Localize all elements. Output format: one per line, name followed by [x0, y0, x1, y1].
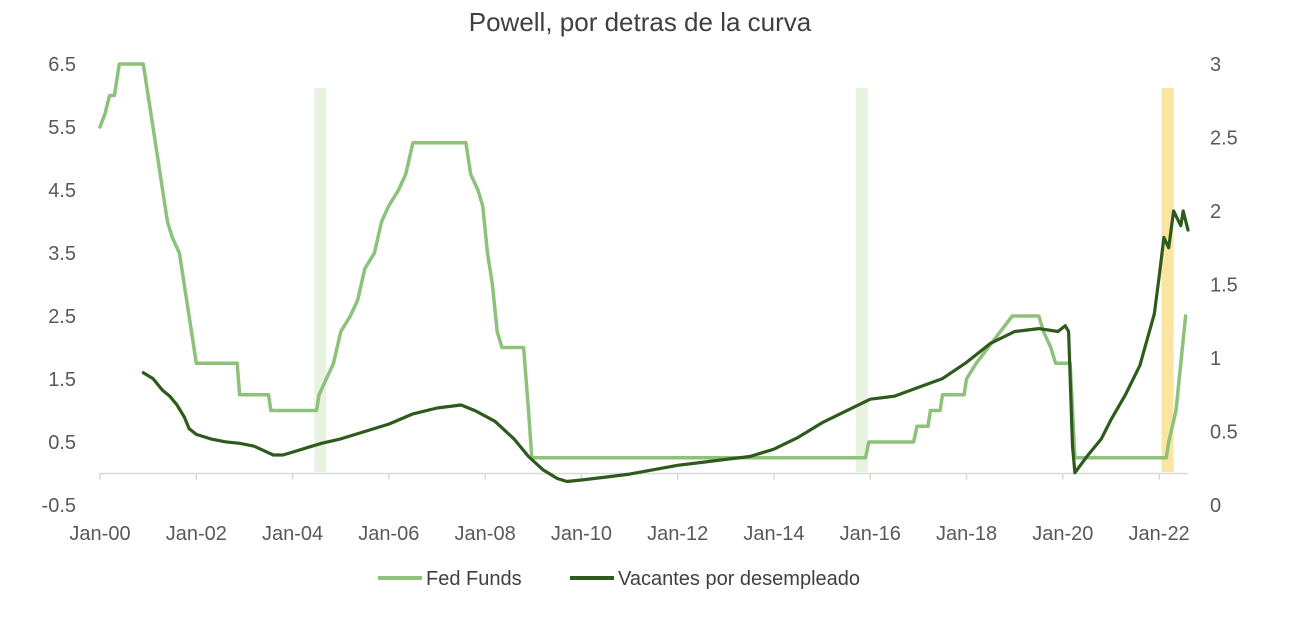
y-right-tick-label: 2: [1210, 201, 1221, 223]
y-right-tick-label: 2.5: [1210, 128, 1238, 150]
series-line-vacantes: [141, 209, 1190, 484]
y-left-tick-label: 2.5: [48, 306, 76, 328]
y-left-tick-label: 5.5: [48, 117, 76, 139]
chart-title: Powell, por detras de la curva: [469, 7, 812, 37]
x-tick-label: Jan-18: [936, 523, 997, 545]
y-left-tick-label: 0.5: [48, 432, 76, 454]
x-tick-label: Jan-14: [743, 523, 804, 545]
y-right-tick-label: 0: [1210, 495, 1221, 517]
y-axis-right: 3 2.5 2 1.5 1 0.5 0: [1210, 54, 1238, 517]
y-axis-left: 6.5 5.5 4.5 3.5 2.5 1.5 0.5 -0.5: [42, 54, 76, 517]
y-right-tick-label: 1.5: [1210, 275, 1238, 297]
y-left-tick-label: 4.5: [48, 180, 76, 202]
legend-label: Fed Funds: [426, 568, 522, 590]
highlight-bands: [314, 88, 1174, 472]
series-line-fed-funds: [98, 62, 1188, 460]
highlight-band-3: [1161, 88, 1174, 472]
y-left-tick-label: 1.5: [48, 369, 76, 391]
y-left-tick-label: 6.5: [48, 54, 76, 76]
y-left-tick-label: 3.5: [48, 243, 76, 265]
x-tick-label: Jan-16: [840, 523, 901, 545]
x-tick-label: Jan-22: [1129, 523, 1190, 545]
y-right-tick-label: 1: [1210, 348, 1221, 370]
y-left-tick-label: -0.5: [42, 495, 76, 517]
x-tick-label: Jan-02: [166, 523, 227, 545]
series-lines: [98, 62, 1190, 484]
y-right-tick-label: 0.5: [1210, 422, 1238, 444]
highlight-band-1: [314, 88, 327, 472]
legend-label: Vacantes por desempleado: [618, 568, 860, 590]
x-tick-label: Jan-10: [551, 523, 612, 545]
x-tick-label: Jan-06: [358, 523, 419, 545]
x-tick-label: Jan-00: [69, 523, 130, 545]
y-right-tick-label: 3: [1210, 54, 1221, 76]
x-tick-label: Jan-04: [262, 523, 323, 545]
highlight-band-2: [855, 88, 868, 472]
x-tick-label: Jan-12: [647, 523, 708, 545]
x-axis: Jan-00 Jan-02 Jan-04 Jan-06 Jan-08 Jan-10 Jan-…: [69, 473, 1190, 545]
legend: Fed Funds Vacantes por desempleado: [378, 568, 860, 590]
x-tick-label: Jan-20: [1032, 523, 1093, 545]
x-tick-label: Jan-08: [455, 523, 516, 545]
